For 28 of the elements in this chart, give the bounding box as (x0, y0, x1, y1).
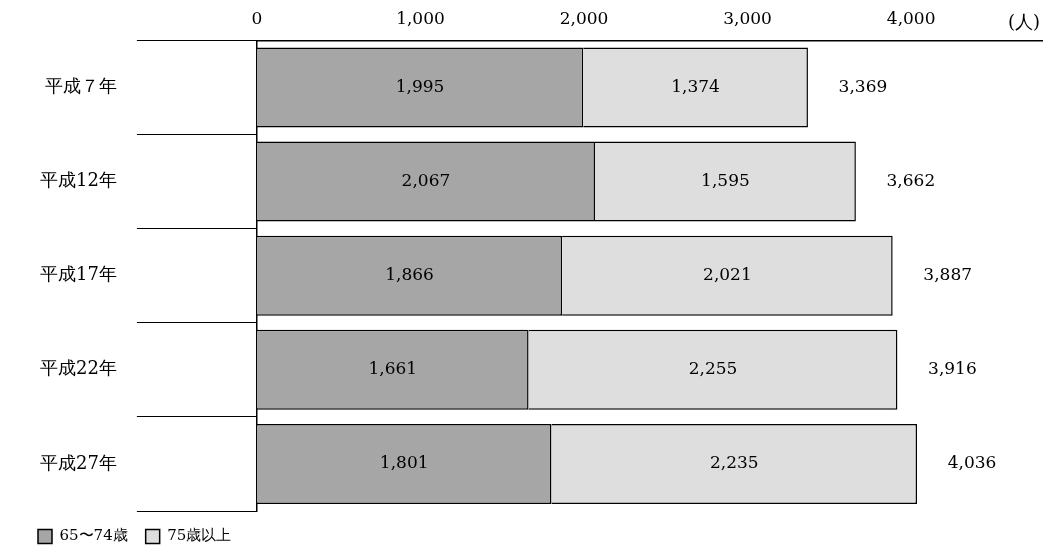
x-tick-label: 2,000 (559, 7, 609, 28)
total-label: 3,916 (928, 358, 977, 379)
total-label: 3,887 (923, 264, 972, 285)
data-label: 2,021 (703, 264, 752, 285)
data-label: 1,374 (671, 75, 720, 96)
total-label: 4,036 (947, 452, 997, 473)
data-label: 2,255 (688, 358, 738, 379)
data-label: 2,067 (401, 170, 451, 190)
total-label: 3,662 (886, 170, 936, 190)
y-tick-label: 平成17年 (40, 263, 117, 285)
x-axis-title: (人) (1007, 10, 1040, 32)
data-label: 1,801 (379, 452, 429, 473)
x-tick-label: 3,000 (723, 7, 772, 28)
y-tick-label: 平成22年 (40, 357, 117, 379)
x-tick-label: 1,000 (396, 7, 445, 28)
y-tick-label: 平成７年 (44, 75, 117, 97)
x-tick-label: 4,000 (886, 7, 936, 28)
legend-label: 65〜74歳 (59, 526, 128, 545)
data-label: 1,866 (385, 264, 434, 285)
x-tick-label: 0 (251, 7, 263, 28)
y-tick-label: 平成12年 (40, 169, 117, 191)
data-label: 1,995 (395, 75, 445, 96)
total-label: 3,369 (838, 75, 888, 96)
legend-label: 75歳以上 (167, 526, 232, 545)
data-label: 1,661 (368, 358, 418, 379)
data-label: 1,595 (701, 170, 750, 190)
y-tick-label: 平成27年 (40, 451, 117, 473)
data-label: 2,235 (709, 452, 759, 473)
